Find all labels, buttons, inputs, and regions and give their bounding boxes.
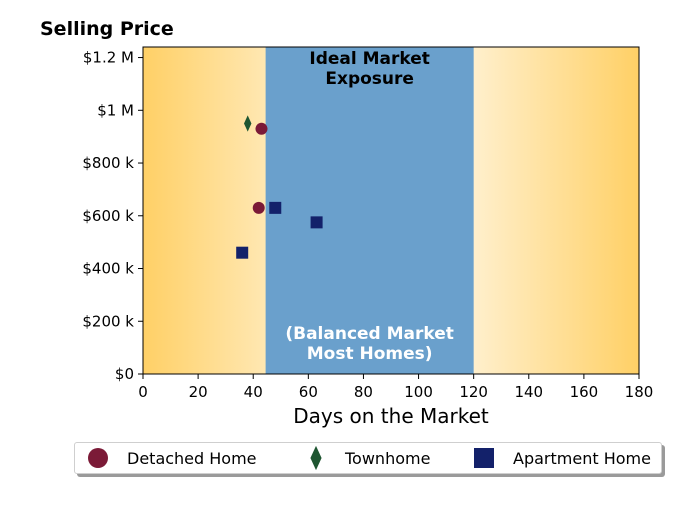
- apartment-home-point: [236, 246, 249, 259]
- legend: Detached Home Townhome Apartment Home: [74, 442, 662, 474]
- x-tick-label: 180: [625, 383, 654, 401]
- circle-marker-icon: [88, 448, 108, 468]
- x-tick-label: 20: [189, 383, 208, 401]
- legend-label: Apartment Home: [513, 448, 651, 468]
- x-tick-label: 140: [514, 383, 543, 401]
- chart-title: Selling Price: [40, 18, 174, 40]
- legend-marker: [88, 448, 108, 468]
- y-tick-label: $0: [115, 365, 134, 383]
- y-tick-label: $200 k: [82, 312, 134, 330]
- plot-frame: [142, 46, 640, 375]
- region-label-top: Ideal Market Exposure: [309, 49, 430, 89]
- region-label-bottom: (Balanced Market Most Homes): [285, 324, 454, 364]
- legend-item-detached-home: Detached Home: [85, 443, 257, 473]
- legend-marker: [474, 448, 494, 468]
- x-tick-label: 160: [570, 383, 599, 401]
- townhome-point: [243, 115, 252, 132]
- y-tick-label: $1 M: [97, 101, 134, 119]
- x-tick-label: 80: [354, 383, 373, 401]
- y-tick-label: $1.2 M: [83, 49, 134, 67]
- x-tick-label: 0: [138, 383, 148, 401]
- detached-home-point: [252, 201, 265, 214]
- ideal-exposure-band: [265, 47, 474, 374]
- x-tick-label: 120: [459, 383, 488, 401]
- legend-marker: [310, 445, 322, 471]
- apartment-home-point: [310, 216, 323, 229]
- x-tick-label: 100: [404, 383, 433, 401]
- x-tick-label: 60: [299, 383, 318, 401]
- diamond-marker-icon: [310, 445, 322, 471]
- legend-label: Detached Home: [127, 448, 257, 468]
- y-tick-label: $800 k: [82, 154, 134, 172]
- y-tick-label: $400 k: [82, 260, 134, 278]
- detached-home-point: [255, 122, 268, 135]
- legend-item-townhome: Townhome: [303, 443, 430, 473]
- x-tick-label: 40: [244, 383, 263, 401]
- y-tick-label: $600 k: [82, 207, 134, 225]
- legend-label: Townhome: [345, 448, 431, 468]
- x-axis-label: Days on the Market: [293, 404, 489, 428]
- apartment-home-point: [269, 201, 282, 214]
- legend-item-apartment-home: Apartment Home: [471, 443, 651, 473]
- square-marker-icon: [474, 448, 494, 468]
